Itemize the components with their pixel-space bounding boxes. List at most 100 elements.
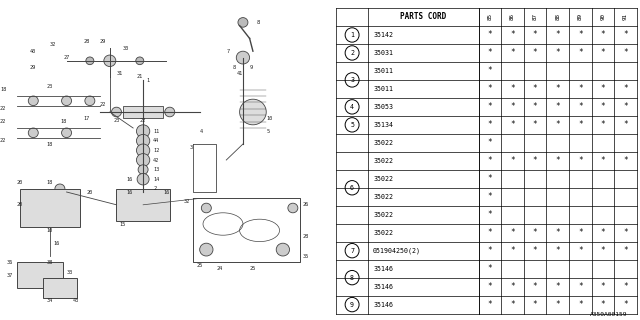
Text: 11: 11 bbox=[153, 129, 159, 134]
Text: *: * bbox=[510, 228, 515, 237]
Bar bbox=[17, 262, 63, 288]
Circle shape bbox=[238, 18, 248, 27]
Text: 85: 85 bbox=[488, 13, 492, 20]
Text: 28: 28 bbox=[83, 39, 90, 44]
Text: *: * bbox=[510, 102, 515, 111]
Text: 89: 89 bbox=[578, 13, 583, 20]
Text: 8: 8 bbox=[350, 275, 354, 281]
Text: 8: 8 bbox=[256, 20, 259, 25]
Text: 35: 35 bbox=[303, 253, 309, 259]
Text: *: * bbox=[488, 156, 492, 165]
Text: 4: 4 bbox=[350, 104, 354, 110]
Text: 40: 40 bbox=[30, 49, 36, 54]
Text: 20: 20 bbox=[17, 180, 23, 185]
Text: *: * bbox=[488, 300, 492, 309]
Text: 15: 15 bbox=[120, 221, 126, 227]
Text: 18: 18 bbox=[47, 180, 53, 185]
Text: *: * bbox=[556, 48, 560, 58]
Text: 32: 32 bbox=[184, 199, 189, 204]
Text: 23: 23 bbox=[113, 117, 120, 123]
Text: *: * bbox=[488, 210, 492, 219]
Text: *: * bbox=[533, 102, 538, 111]
Text: 10: 10 bbox=[47, 228, 53, 233]
Text: *: * bbox=[556, 246, 560, 255]
Circle shape bbox=[164, 107, 175, 117]
Text: 18: 18 bbox=[47, 141, 53, 147]
Text: *: * bbox=[623, 282, 628, 291]
Text: 41: 41 bbox=[237, 71, 243, 76]
Text: 34: 34 bbox=[47, 298, 53, 303]
Text: *: * bbox=[601, 300, 605, 309]
Circle shape bbox=[111, 107, 122, 117]
Text: 42: 42 bbox=[153, 157, 159, 163]
Text: *: * bbox=[556, 282, 560, 291]
Text: *: * bbox=[488, 228, 492, 237]
Circle shape bbox=[136, 154, 150, 166]
Text: 35146: 35146 bbox=[373, 266, 393, 272]
Text: *: * bbox=[556, 228, 560, 237]
Text: *: * bbox=[488, 246, 492, 255]
Text: 4: 4 bbox=[200, 129, 203, 134]
Text: 37: 37 bbox=[6, 273, 13, 278]
Circle shape bbox=[239, 99, 266, 125]
Text: *: * bbox=[601, 156, 605, 165]
Text: 3: 3 bbox=[350, 77, 354, 83]
Text: *: * bbox=[601, 48, 605, 58]
Text: *: * bbox=[623, 246, 628, 255]
Text: *: * bbox=[533, 228, 538, 237]
Text: *: * bbox=[601, 30, 605, 39]
Text: *: * bbox=[488, 264, 492, 273]
Circle shape bbox=[276, 243, 289, 256]
Text: 87: 87 bbox=[532, 13, 538, 20]
Text: A350A00159: A350A00159 bbox=[589, 312, 627, 317]
Text: *: * bbox=[578, 84, 582, 93]
Text: 16: 16 bbox=[127, 177, 132, 182]
Text: *: * bbox=[578, 30, 582, 39]
Text: 31: 31 bbox=[116, 71, 123, 76]
Circle shape bbox=[28, 128, 38, 138]
Text: 30: 30 bbox=[123, 45, 129, 51]
Text: 13: 13 bbox=[153, 167, 159, 172]
Text: 29: 29 bbox=[100, 39, 106, 44]
Text: 24: 24 bbox=[216, 266, 223, 271]
Text: 8: 8 bbox=[233, 65, 236, 70]
Text: 6: 6 bbox=[350, 185, 354, 191]
Text: 36: 36 bbox=[6, 260, 13, 265]
Text: 7: 7 bbox=[350, 248, 354, 254]
Text: *: * bbox=[510, 30, 515, 39]
Text: *: * bbox=[556, 102, 560, 111]
Text: 2: 2 bbox=[350, 50, 354, 56]
Text: 32: 32 bbox=[50, 42, 56, 47]
Text: 9: 9 bbox=[350, 302, 354, 308]
Text: 26: 26 bbox=[303, 202, 309, 207]
Text: *: * bbox=[623, 228, 628, 237]
Circle shape bbox=[55, 184, 65, 194]
Bar bbox=[44, 278, 77, 298]
Text: 35142: 35142 bbox=[373, 32, 393, 38]
Text: 43: 43 bbox=[73, 298, 79, 303]
Circle shape bbox=[202, 203, 211, 213]
Text: *: * bbox=[533, 30, 538, 39]
Text: *: * bbox=[623, 156, 628, 165]
Text: *: * bbox=[623, 300, 628, 309]
Text: 35134: 35134 bbox=[373, 122, 393, 128]
Text: 16: 16 bbox=[163, 189, 170, 195]
Text: 1: 1 bbox=[350, 32, 354, 38]
Text: *: * bbox=[533, 84, 538, 93]
Text: *: * bbox=[623, 120, 628, 129]
Text: *: * bbox=[533, 120, 538, 129]
Text: 16: 16 bbox=[53, 241, 60, 246]
Text: *: * bbox=[623, 102, 628, 111]
Text: *: * bbox=[510, 156, 515, 165]
Text: 91: 91 bbox=[623, 13, 628, 20]
Text: 35022: 35022 bbox=[373, 194, 393, 200]
Text: 9: 9 bbox=[250, 65, 253, 70]
Text: *: * bbox=[556, 30, 560, 39]
Text: *: * bbox=[488, 138, 492, 147]
Text: 22: 22 bbox=[0, 138, 6, 143]
Text: *: * bbox=[488, 102, 492, 111]
Text: *: * bbox=[623, 48, 628, 58]
Text: 14: 14 bbox=[153, 177, 159, 182]
Text: 27: 27 bbox=[63, 55, 70, 60]
Text: 35022: 35022 bbox=[373, 158, 393, 164]
